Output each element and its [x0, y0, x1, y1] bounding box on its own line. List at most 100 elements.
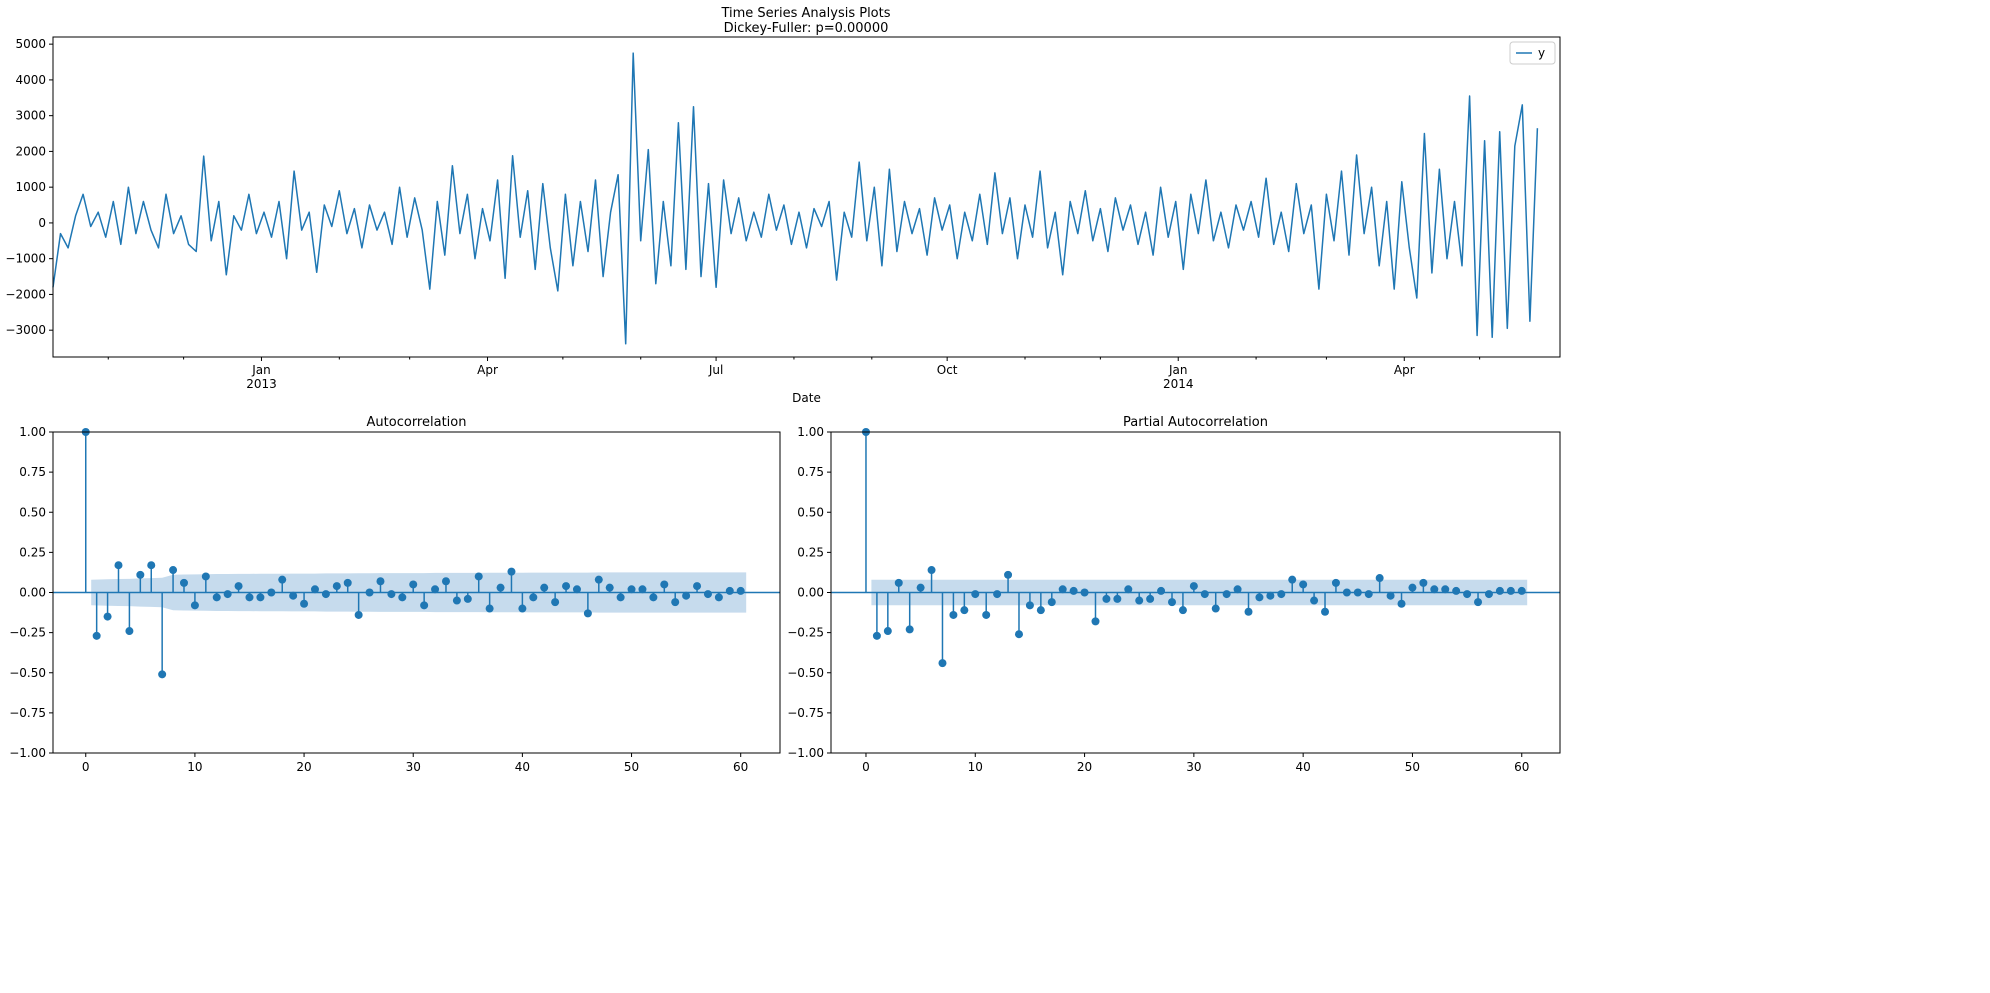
stem-marker-lag-46 — [1364, 590, 1373, 599]
stem-marker-lag-49 — [616, 593, 625, 602]
time-series-axes: −3000−2000−1000010002000300040005000Jan2… — [5, 36, 1561, 405]
y-tick-label: 0 — [38, 216, 46, 230]
x-tick-year-label: 2014 — [1163, 377, 1194, 391]
stem-marker-lag-50 — [627, 585, 636, 594]
stem-marker-lag-19 — [289, 591, 298, 600]
stem-marker-lag-60 — [1517, 586, 1526, 595]
series-line-y — [52, 52, 1539, 345]
stem-marker-lag-20 — [1080, 588, 1089, 597]
stem-marker-lag-54 — [671, 598, 680, 607]
stem-marker-lag-12 — [212, 593, 221, 602]
y-tick-label: −1.00 — [787, 746, 824, 760]
stem-marker-lag-33 — [441, 577, 450, 586]
stem-marker-lag-43 — [551, 598, 560, 607]
y-tick-label: 4000 — [15, 73, 46, 87]
stem-marker-lag-32 — [431, 585, 440, 594]
stem-marker-lag-4 — [125, 627, 134, 636]
stem-marker-lag-6 — [147, 561, 156, 570]
stem-marker-lag-22 — [1102, 594, 1111, 603]
y-tick-label: 0.25 — [19, 545, 46, 559]
stem-marker-lag-1 — [92, 631, 101, 640]
stem-marker-lag-4 — [905, 625, 914, 634]
y-tick-label: 0.00 — [797, 586, 824, 600]
stem-marker-lag-14 — [234, 582, 243, 591]
stem-marker-lag-42 — [1321, 607, 1330, 616]
x-tick-label: 20 — [296, 760, 311, 774]
stem-marker-lag-57 — [1484, 590, 1493, 599]
x-tick-label: Jan — [251, 363, 271, 377]
stem-marker-lag-5 — [136, 570, 145, 579]
x-tick-year-label: 2013 — [246, 377, 277, 391]
stem-marker-lag-35 — [463, 594, 472, 603]
stem-marker-lag-24 — [343, 578, 352, 587]
stem-marker-lag-57 — [703, 590, 712, 599]
stem-marker-lag-12 — [993, 590, 1002, 599]
y-tick-label: 5000 — [15, 37, 46, 51]
stem-marker-lag-40 — [1299, 580, 1308, 589]
x-tick-label: 30 — [1186, 760, 1201, 774]
y-tick-label: 0.75 — [19, 465, 46, 479]
stem-marker-lag-9 — [179, 578, 188, 587]
stem-marker-lag-39 — [507, 567, 516, 576]
x-tick-label: 30 — [406, 760, 421, 774]
legend-box — [1509, 41, 1556, 65]
stem-marker-lag-15 — [245, 593, 254, 602]
stem-marker-lag-26 — [1146, 594, 1155, 603]
stem-marker-lag-9 — [960, 606, 969, 615]
stem-marker-lag-54 — [1452, 586, 1461, 595]
legend: y — [1509, 41, 1556, 65]
x-tick-label: 10 — [187, 760, 202, 774]
stem-marker-lag-28 — [387, 590, 396, 599]
stem-marker-lag-18 — [1058, 585, 1067, 594]
stem-marker-lag-37 — [1266, 591, 1275, 600]
stem-marker-lag-51 — [638, 585, 647, 594]
figure-subtitle: Dickey-Fuller: p=0.00000 — [724, 21, 889, 36]
stem-marker-lag-27 — [1157, 586, 1166, 595]
stem-marker-lag-55 — [682, 591, 691, 600]
stem-marker-lag-60 — [736, 586, 745, 595]
stem-marker-lag-24 — [1124, 585, 1133, 594]
stem-marker-lag-7 — [938, 659, 947, 668]
stem-marker-lag-16 — [1036, 606, 1045, 615]
y-tick-label: −0.25 — [9, 626, 46, 640]
stem-marker-lag-58 — [1495, 586, 1504, 595]
stem-marker-lag-56 — [1474, 598, 1483, 607]
x-tick-label: Jul — [708, 363, 723, 377]
stem-marker-lag-51 — [1419, 578, 1428, 587]
stem-marker-lag-27 — [376, 577, 385, 586]
stem-marker-lag-16 — [256, 593, 265, 602]
x-tick-label: 60 — [1514, 760, 1529, 774]
stem-marker-lag-25 — [354, 610, 363, 619]
pacf-axes: −1.00 −0.75 −0.50 −0.25 0.00 0.25 0.50 0.75 1.00… — [787, 415, 1561, 774]
stem-marker-lag-31 — [1200, 590, 1209, 599]
stem-marker-lag-13 — [223, 590, 232, 599]
x-tick-label: 0 — [82, 760, 90, 774]
stem-marker-lag-23 — [332, 582, 341, 591]
stem-marker-lag-32 — [1211, 604, 1220, 613]
stem-marker-lag-48 — [605, 583, 614, 592]
stem-marker-lag-19 — [1069, 586, 1078, 595]
x-tick-label: 10 — [968, 760, 983, 774]
x-tick-label: 40 — [1296, 760, 1311, 774]
y-tick-label: 1.00 — [797, 425, 824, 439]
plot-frame — [52, 36, 1561, 358]
x-tick-label: Apr — [1394, 363, 1415, 377]
stem-marker-lag-45 — [572, 585, 581, 594]
stem-marker-lag-44 — [562, 582, 571, 591]
stem-marker-lag-8 — [949, 610, 958, 619]
subplot-title: Partial Autocorrelation — [1123, 415, 1268, 430]
stem-marker-lag-53 — [1441, 585, 1450, 594]
stem-marker-lag-29 — [398, 593, 407, 602]
y-tick-label: −3000 — [5, 323, 46, 337]
y-tick-label: 0.50 — [797, 505, 824, 519]
stem-marker-lag-36 — [1255, 593, 1264, 602]
stem-marker-lag-36 — [474, 572, 483, 581]
x-tick-label: Oct — [937, 363, 958, 377]
x-tick-label: 50 — [624, 760, 639, 774]
stem-marker-lag-30 — [409, 580, 418, 589]
y-tick-label: 2000 — [15, 144, 46, 158]
x-tick-label: 60 — [733, 760, 748, 774]
stem-marker-lag-37 — [485, 604, 494, 613]
stem-marker-lag-2 — [883, 627, 892, 636]
